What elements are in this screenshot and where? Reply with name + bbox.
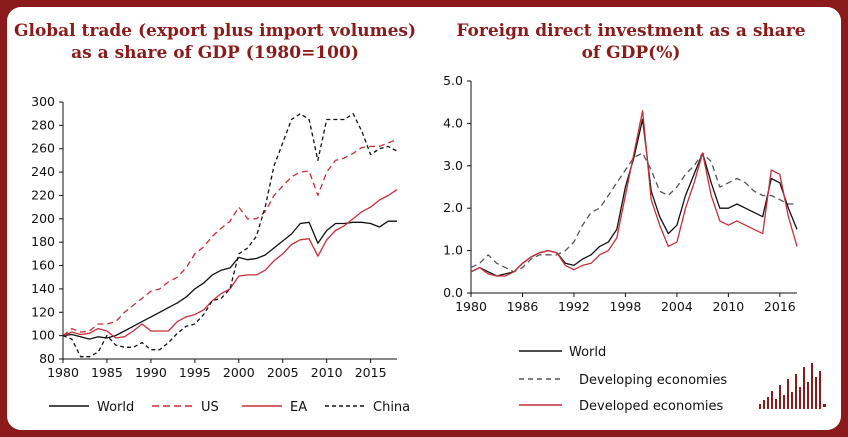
y-tick-label: 260 [31,141,55,156]
y-tick-label: 160 [31,258,55,273]
x-tick-label: 2004 [661,299,693,314]
y-tick-label: 200 [31,211,55,226]
y-tick-label: 4.0 [443,115,463,130]
x-tick-label: 1998 [610,299,642,314]
x-tick-label: 1980 [455,299,487,314]
chart2-title-line1: Foreign direct investment as a share [456,21,805,41]
y-tick-label: 220 [31,187,55,202]
x-tick-label: 2010 [311,365,343,380]
logo-bars-icon [759,363,826,409]
legend-label-world-fdi: World [569,345,606,360]
x-tick-label: 1995 [179,365,211,380]
y-tick-label: 140 [31,281,55,296]
series-line-developed-economies [470,110,798,277]
chart1-title-line1: Global trade (export plus import volumes… [14,21,416,41]
x-tick-label: 1990 [135,365,167,380]
series-line-world [62,220,397,340]
x-tick-label: 2015 [355,365,387,380]
x-tick-label: 2016 [764,299,796,314]
legend-label-ea: EA [290,400,307,415]
y-tick-label: 280 [31,117,55,132]
y-tick-label: 1.0 [443,243,463,258]
chart1-title-line2: as a share of GDP (1980=100) [71,43,359,63]
series-line-china [62,113,398,358]
chart1-legend: World US EA China [49,400,410,415]
x-tick-label: 2010 [712,299,744,314]
series-line-ea [62,189,398,339]
chart2-legend: World Developing economies Developed eco… [519,345,727,414]
legend-label-china: China [373,400,410,415]
x-tick-label: 1986 [507,299,539,314]
series-line-developing-economies [470,152,797,273]
y-tick-label: 5.0 [443,73,463,88]
chart2-title-line2: of GDP(%) [582,43,681,63]
x-tick-label: 1985 [91,365,123,380]
y-tick-label: 120 [31,304,55,319]
figure-frame: Global trade (export plus import volumes… [7,7,841,430]
legend-label-us: US [201,400,219,415]
x-tick-label: 2000 [223,365,255,380]
y-tick-label: 180 [31,234,55,249]
legend-label-developed: Developed economies [579,399,723,414]
y-tick-label: 0.0 [443,285,463,300]
legend-label-world: World [97,400,134,415]
x-tick-label: 1992 [558,299,590,314]
chart-canvas: Global trade (export plus import volumes… [14,21,826,415]
y-tick-label: 300 [31,94,55,109]
y-tick-label: 100 [31,328,55,343]
y-tick-label: 240 [31,164,55,179]
legend-label-developing: Developing economies [579,373,727,388]
y-tick-label: 3.0 [443,158,463,173]
series-line-world [470,118,798,277]
x-tick-label: 2005 [267,365,299,380]
y-tick-label: 80 [39,351,55,366]
y-tick-label: 2.0 [443,200,463,215]
x-tick-label: 1980 [47,365,79,380]
series-line-us [62,138,398,337]
